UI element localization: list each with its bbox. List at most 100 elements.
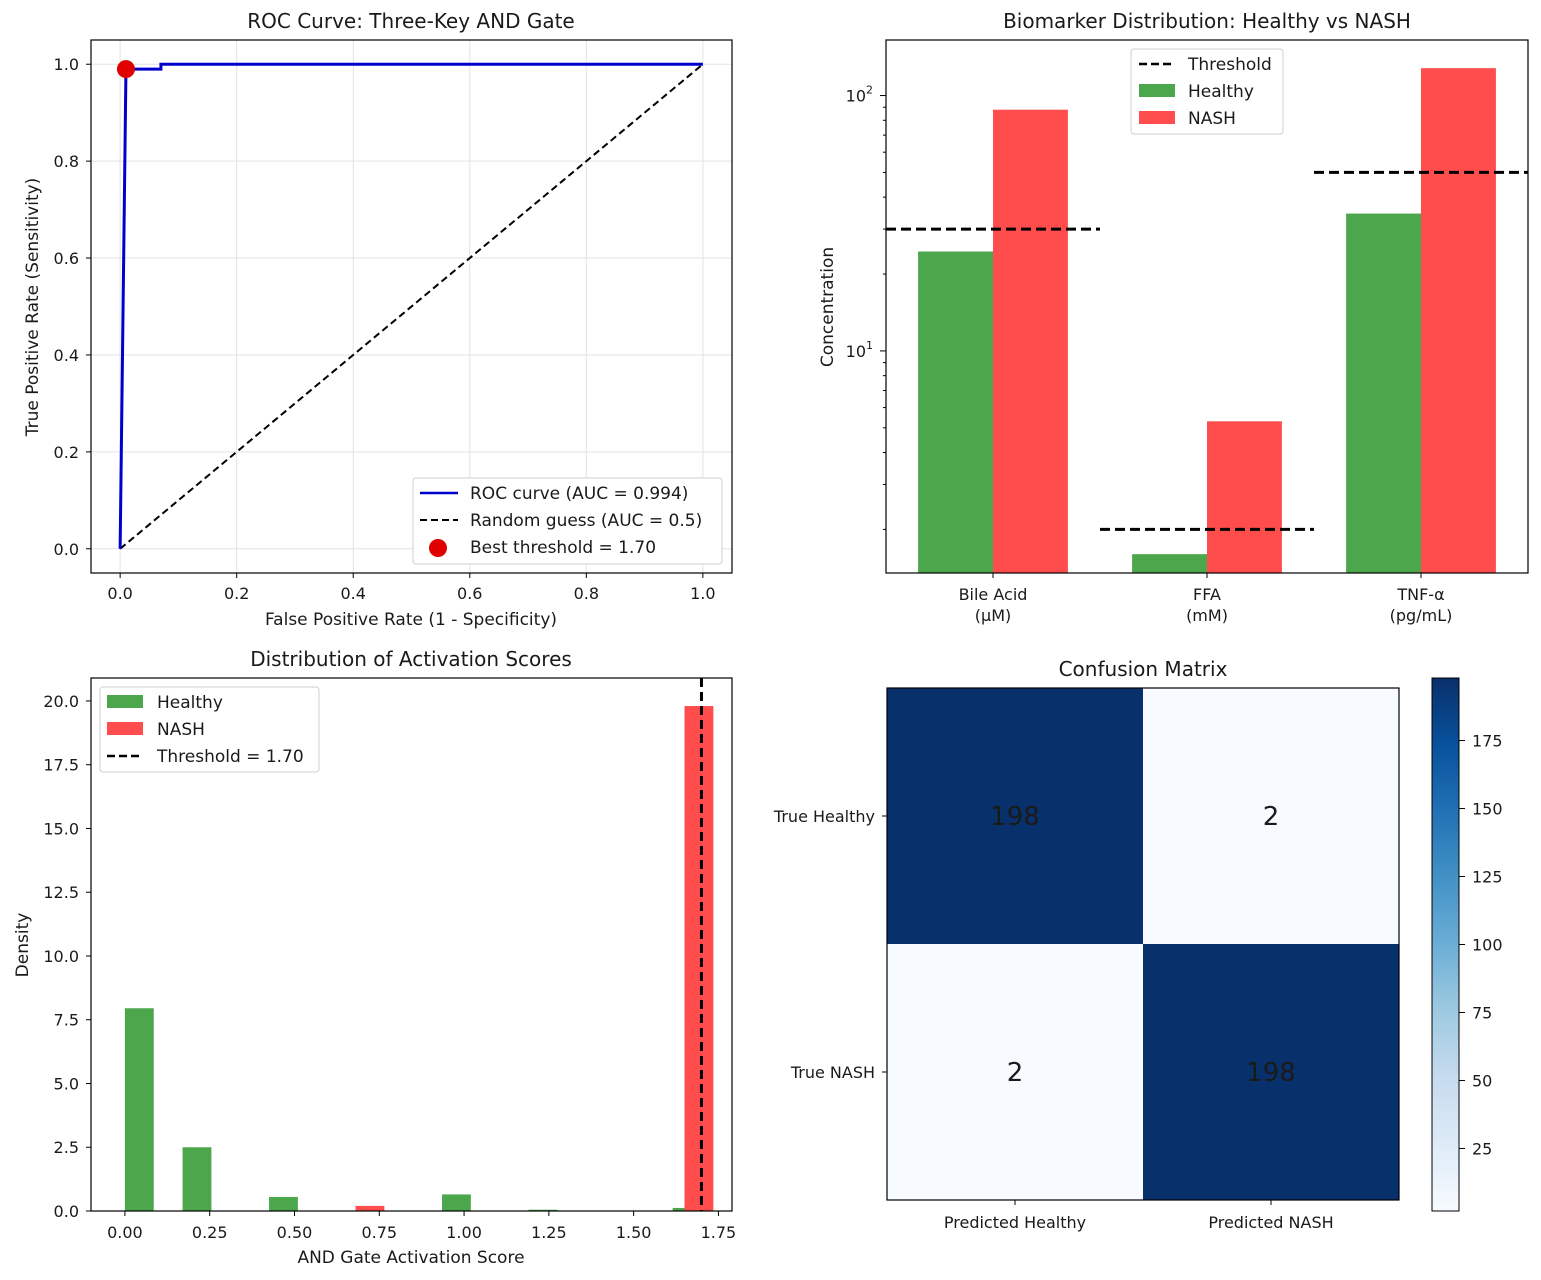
colorbar-tick-label: 125 (1472, 868, 1503, 887)
colorbar-tick-label: 175 (1472, 732, 1503, 751)
bio-ylabel: Concentration (818, 247, 838, 367)
act-xtick-label: 0.50 (277, 1223, 313, 1242)
cm-cell (1143, 688, 1399, 944)
act-xtick-label: 0.75 (361, 1223, 397, 1242)
cm-col-label: Predicted Healthy (944, 1213, 1086, 1232)
colorbar-tick-label: 75 (1472, 1003, 1492, 1022)
roc-curve-line (118, 62, 703, 549)
activation-chart: Distribution of Activation Scores 0.00 0.… (13, 647, 736, 1268)
act-bar-healthy (182, 1147, 212, 1211)
colorbar-tick-label: 150 (1472, 800, 1503, 819)
best-threshold-point (116, 60, 135, 79)
roc-xtick-label: 0.4 (341, 584, 366, 603)
roc-legend-random: Random guess (AUC = 0.5) (470, 511, 702, 531)
act-legend: Healthy NASH Threshold = 1.70 (99, 686, 320, 773)
act-bar-healthy (442, 1194, 471, 1211)
bio-ytick-label: 102 (846, 84, 873, 106)
bio-bar-nash (1207, 421, 1282, 573)
cm-axes-frame (886, 687, 1400, 1201)
cm-col-label: Predicted NASH (1208, 1213, 1333, 1232)
bio-xtick-unit: (pg/mL) (1390, 606, 1453, 625)
roc-ytick-label: 0.0 (54, 540, 79, 559)
act-legend-threshold: Threshold = 1.70 (156, 747, 304, 767)
bio-legend-nash: NASH (1188, 109, 1236, 129)
bio-bar-nash (1421, 68, 1496, 574)
act-xtick-label: 0.00 (107, 1223, 143, 1242)
act-axes-frame (90, 677, 733, 1212)
cm-cell-value: 198 (1246, 1058, 1296, 1088)
bio-xtick-label: TNF-α (1396, 585, 1444, 604)
act-ytick-label: 12.5 (43, 883, 79, 902)
confusion-matrix-chart: Confusion Matrix 198 2 2 198 True Healthy Tru… (773, 657, 1503, 1232)
act-bar-nash (355, 1205, 385, 1211)
act-ytick-label: 7.5 (54, 1011, 79, 1030)
bio-bar-nash (993, 109, 1068, 573)
roc-xtick-label: 0.8 (574, 584, 599, 603)
roc-xtick-label: 0.0 (107, 584, 132, 603)
roc-ytick-label: 0.8 (54, 152, 79, 171)
cm-title: Confusion Matrix (1059, 657, 1228, 681)
roc-ylabel: True Positive Rate (Sensitivity) (23, 178, 43, 438)
act-xtick-label: 0.25 (192, 1223, 228, 1242)
bio-ytick-label: 101 (846, 339, 873, 361)
bio-xtick-label: Bile Acid (959, 585, 1028, 604)
roc-ytick-label: 0.4 (54, 346, 79, 365)
colorbar (1431, 677, 1460, 1212)
act-bar-nash (684, 706, 714, 1211)
act-bar-healthy (124, 1008, 154, 1211)
cm-cell-value: 2 (1007, 1058, 1024, 1088)
act-ytick-label: 15.0 (43, 819, 79, 838)
roc-ytick-label: 1.0 (54, 55, 79, 74)
act-bar-healthy (269, 1196, 298, 1211)
cm-cell-value: 198 (990, 802, 1040, 832)
roc-curve-chart: ROC Curve: Three-Key AND Gate 0.0 0.2 0.4 0… (23, 9, 733, 630)
bio-legend-threshold: Threshold (1187, 55, 1272, 75)
roc-legend: ROC curve (AUC = 0.994) Random guess (AU… (412, 477, 723, 565)
random-guess-line (119, 63, 704, 550)
act-ytick-label: 17.5 (43, 756, 79, 775)
bio-title: Biomarker Distribution: Healthy vs NASH (1003, 9, 1411, 33)
act-ytick-label: 2.5 (54, 1138, 79, 1157)
act-xtick-label: 1.75 (701, 1223, 737, 1242)
colorbar-tick-label: 25 (1472, 1139, 1492, 1158)
cm-cell (887, 688, 1143, 944)
act-xtick-label: 1.00 (446, 1223, 482, 1242)
act-ytick-label: 10.0 (43, 947, 79, 966)
roc-legend-roc: ROC curve (AUC = 0.994) (470, 484, 688, 504)
cm-cell-value: 2 (1263, 802, 1280, 832)
act-ytick-label: 20.0 (43, 692, 79, 711)
cm-row-label: True Healthy (773, 807, 875, 826)
roc-ytick-label: 0.2 (54, 443, 79, 462)
colorbar-tick-label: 50 (1472, 1071, 1492, 1090)
act-ytick-label: 5.0 (54, 1074, 79, 1093)
act-xtick-label: 1.25 (531, 1223, 567, 1242)
roc-xtick-label: 0.2 (224, 584, 249, 603)
act-legend-nash: NASH (157, 720, 205, 740)
bio-xtick-unit: (μM) (975, 606, 1011, 625)
bio-bar-healthy (1346, 213, 1421, 574)
act-xtick-label: 1.50 (616, 1223, 652, 1242)
roc-xtick-label: 0.6 (457, 584, 482, 603)
bio-xtick-unit: (mM) (1186, 606, 1228, 625)
bio-xtick-label: FFA (1193, 585, 1221, 604)
roc-xlabel: False Positive Rate (1 - Specificity) (265, 610, 557, 630)
bio-bar-healthy (918, 251, 993, 573)
act-ytick-label: 0.0 (54, 1202, 79, 1221)
cm-row-label: True NASH (790, 1063, 875, 1082)
roc-legend-best: Best threshold = 1.70 (470, 538, 656, 558)
biomarker-chart: Biomarker Distribution: Healthy vs NASH … (818, 9, 1529, 625)
cm-cell (1143, 944, 1399, 1200)
roc-xtick-label: 1.0 (690, 584, 715, 603)
cm-cell (887, 944, 1143, 1200)
roc-axes-frame (90, 39, 733, 574)
act-xlabel: AND Gate Activation Score (297, 1248, 524, 1268)
act-ylabel: Density (13, 913, 33, 978)
act-bar-healthy (528, 1209, 558, 1211)
bio-legend: Threshold Healthy NASH (1130, 48, 1284, 135)
act-legend-healthy: Healthy (157, 693, 223, 713)
bio-legend-healthy: Healthy (1188, 82, 1254, 102)
colorbar-tick-label: 100 (1472, 936, 1503, 955)
roc-title: ROC Curve: Three-Key AND Gate (247, 9, 574, 33)
bio-bar-healthy (1132, 554, 1207, 573)
